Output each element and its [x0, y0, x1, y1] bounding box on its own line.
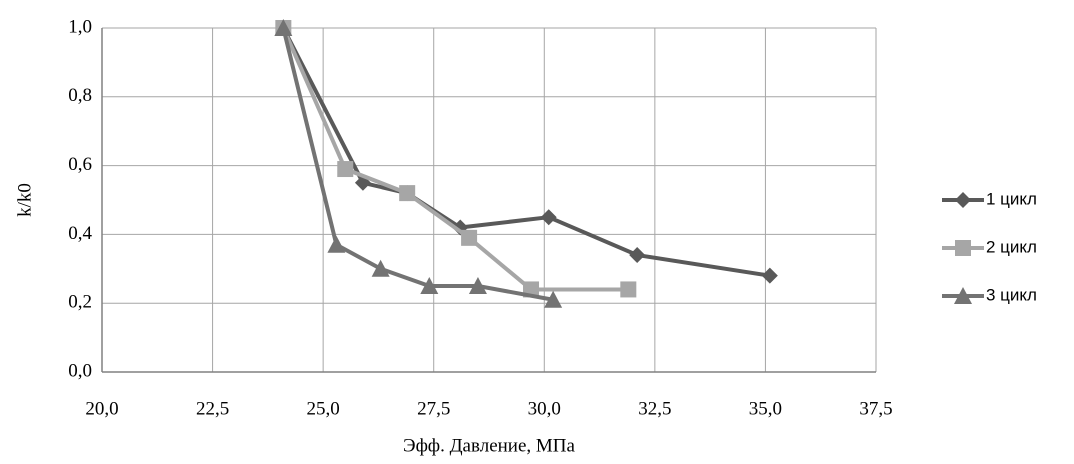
x-tick-label: 32,5: [638, 398, 671, 419]
series-line: [281, 27, 771, 278]
y-axis-title: k/k0: [14, 183, 35, 217]
marker: [954, 287, 972, 304]
marker: [620, 281, 637, 298]
marker: [420, 277, 439, 294]
marker: [327, 235, 346, 253]
y-tick-label: 0,0: [68, 360, 92, 381]
marker: [461, 229, 478, 246]
x-axis-title: Эфф. Давление, МПа: [403, 435, 575, 456]
x-tick-label: 35,0: [749, 398, 782, 419]
marker: [337, 161, 354, 178]
marker: [399, 185, 416, 202]
marker: [274, 19, 293, 36]
marker: [955, 192, 971, 208]
legend-label: 2 цикл: [986, 237, 1037, 256]
series-line: [281, 27, 554, 302]
x-tick-label: 20,0: [85, 398, 118, 419]
marker: [761, 267, 778, 284]
series-line: [281, 27, 629, 292]
x-tick-label: 22,5: [196, 398, 229, 419]
marker: [371, 259, 390, 277]
y-tick-label: 0,2: [68, 292, 92, 313]
marker: [955, 240, 971, 256]
marker: [544, 290, 563, 308]
marker: [540, 209, 557, 226]
y-tick-label: 0,4: [68, 223, 92, 244]
legend-label: 1 цикл: [986, 189, 1037, 208]
x-tick-label: 27,5: [417, 398, 450, 419]
x-tick-label: 37,5: [859, 398, 892, 419]
marker: [468, 277, 487, 294]
y-tick-label: 1,0: [68, 16, 92, 37]
x-tick-label: 25,0: [307, 398, 340, 419]
y-tick-label: 0,8: [68, 85, 92, 106]
y-tick-label: 0,6: [68, 154, 92, 175]
marker: [629, 247, 646, 264]
x-tick-label: 30,0: [528, 398, 561, 419]
legend-label: 3 цикл: [986, 285, 1037, 304]
